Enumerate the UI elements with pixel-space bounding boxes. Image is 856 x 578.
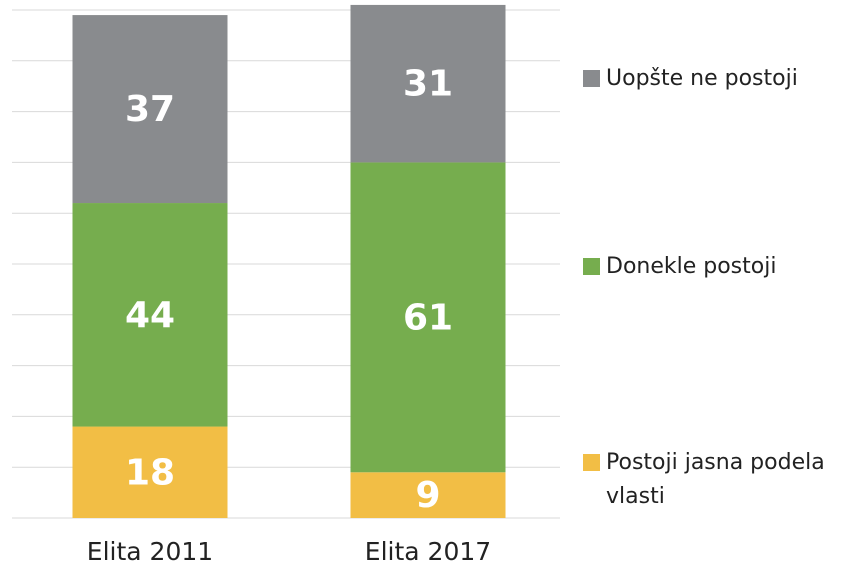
value-label: 9 [415, 475, 440, 516]
bar-segment [72, 203, 228, 427]
legend-label: Postoji jasna podela vlasti [606, 450, 825, 509]
value-label: 18 [125, 452, 175, 493]
x-tick-label: Elita 2011 [87, 537, 213, 566]
legend-item: Donekle postoji [583, 250, 853, 284]
legend-item: Postoji jasna podela vlasti [583, 446, 853, 514]
value-label: 44 [125, 295, 175, 336]
bar-segment [350, 162, 506, 473]
legend-swatch [583, 258, 600, 275]
bar-segment [350, 4, 506, 163]
bar-segment [350, 472, 506, 518]
legend-swatch [583, 454, 600, 471]
value-label: 37 [125, 89, 175, 130]
bar-segment [72, 426, 228, 518]
x-tick-label: Elita 2017 [365, 537, 491, 566]
legend-label: Donekle postoji [606, 254, 777, 279]
value-label: 31 [403, 64, 453, 105]
bar-segment [72, 15, 228, 204]
legend-swatch [583, 70, 600, 87]
value-label: 61 [403, 297, 453, 338]
legend-item: Uopšte ne postoji [583, 62, 853, 96]
legend-label: Uopšte ne postoji [606, 66, 798, 91]
